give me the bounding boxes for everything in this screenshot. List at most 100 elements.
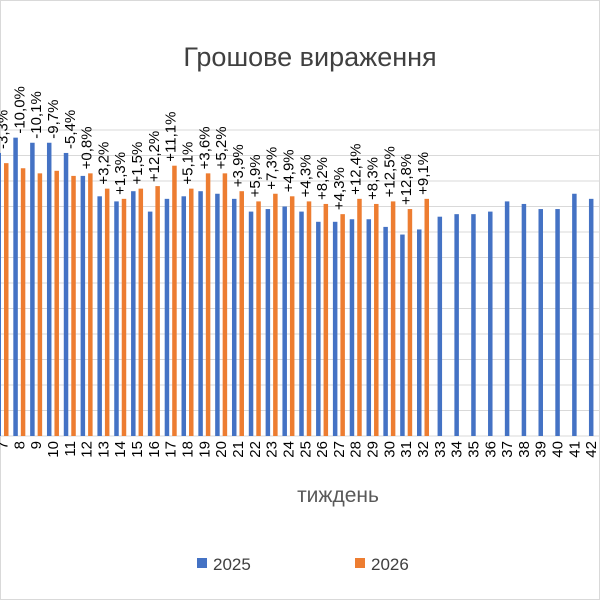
bar-2025-week-41 [572,193,577,436]
bar-2025-week-32 [417,229,422,436]
data-label: +12,8% [398,154,415,205]
data-label: -3,3% [0,110,12,149]
bar-2026-week-18 [189,188,194,436]
bar-2025-week-11 [63,152,69,436]
bar-2025-week-35 [471,214,476,436]
x-tick-label: 12 [79,441,96,458]
bar-2025-week-28 [349,219,355,436]
x-tick-label: 14 [112,441,129,458]
bar-2025-week-31 [400,234,405,436]
x-tick-label: 26 [314,441,331,458]
bar-2026-week-10 [54,170,59,437]
data-label: +4,9% [280,149,297,192]
bar-2025-week-40 [555,209,560,436]
data-label: +8,2% [314,157,331,200]
bar-2025-week-8 [13,137,18,436]
bar-2026-week-17 [172,165,177,436]
x-tick-label: 21 [230,441,247,458]
bar-2026-week-7 [4,163,9,436]
data-label: +12,5% [381,146,398,197]
x-tick-label: 10 [45,441,62,458]
x-tick-label: 29 [365,441,382,458]
data-label: +9,1% [415,152,432,195]
bar-2026-week-19 [205,173,211,436]
bar-2026-week-26 [323,203,329,436]
x-tick-label: 15 [129,441,146,458]
x-tick-label: 33 [432,441,449,458]
bar-2025-week-26 [316,221,321,436]
legend-label-2025: 2025 [213,555,251,574]
x-tick-label: 8 [11,441,28,449]
bar-2026-week-22 [256,201,261,436]
bar-2026-week-28 [357,198,362,436]
x-tick-label: 9 [28,441,45,449]
x-tick-label: 18 [180,441,197,458]
x-tick-label: 37 [499,441,516,458]
bar-2025-week-15 [131,191,136,436]
bar-2026-week-14 [121,198,127,436]
bar-2025-week-14 [114,201,119,436]
legend: 2025 2026 [197,555,409,574]
bar-2026-week-29 [374,203,379,436]
bar-2026-week-16 [155,186,160,436]
x-tick-label: 40 [550,441,567,458]
bar-2025-week-18 [181,196,187,436]
bar-2026-week-21 [239,191,244,436]
x-tick-label: 17 [163,441,180,458]
bar-2026-week-13 [104,188,110,436]
data-label: +1,5% [129,142,146,185]
bar-2025-week-22 [248,211,254,436]
bar-2025-week-24 [282,206,287,436]
bar-2025-week-10 [46,142,52,436]
x-tick-label: 25 [297,441,314,458]
bar-2026-week-23 [273,193,278,436]
x-tick-label: 42 [583,441,600,458]
bar-2026-week-11 [71,175,76,436]
data-label: +3,6% [196,126,213,169]
data-label: +5,1% [180,142,197,185]
data-label: +0,8% [79,126,96,169]
bar-2025-week-42 [588,198,594,436]
x-tick-label: 24 [280,441,297,458]
data-label: +4,3% [297,154,314,197]
bar-2025-week-33 [437,216,443,436]
data-label: -10,0% [11,86,28,134]
data-label: +1,3% [112,152,129,195]
bar-2025-week-37 [504,201,510,436]
x-tick-label: 13 [95,441,112,458]
data-label: +3,9% [230,144,247,187]
x-tick-label: 39 [533,441,550,458]
bar-2025-week-25 [299,211,304,436]
x-axis-label: тиждень [297,484,379,507]
bar-2025-week-27 [332,221,338,436]
x-tick-label: 23 [264,441,281,458]
bar-2026-week-32 [424,198,429,436]
x-tick-label: 30 [381,441,398,458]
bar-2026-week-15 [138,188,144,436]
bar-2026-week-8 [20,168,26,436]
x-tick-label: 27 [331,441,348,458]
bar-2025-week-9 [30,142,35,436]
bar-2025-week-20 [215,193,220,436]
bar-2025-week-29 [366,219,372,436]
x-tick-label: 35 [465,441,482,458]
x-tick-label: 38 [516,441,533,458]
bar-2026-week-24 [289,196,295,436]
x-tick-label: 7 [0,441,12,449]
bar-2026-week-9 [37,173,43,436]
bar-2025-week-13 [97,196,102,436]
data-label: +4,3% [331,167,348,210]
data-labels: -3,3% -10,0% -10,1% -9,7% -5,4% +0,8% +3,2% +1,… [0,86,432,210]
legend-swatch-2025 [197,558,207,568]
bar-2025-week-39 [538,209,543,436]
data-label: +5,2% [213,126,230,169]
data-label: +7,3% [264,147,281,190]
bar-2025-week-30 [383,226,388,436]
data-label: +12,4% [348,144,365,195]
x-tick-labels: 7891011121314151617181920212223242526272… [0,441,600,458]
bar-2025-week-38 [521,203,527,436]
data-label: +12,2% [146,131,163,182]
data-label: +3,2% [95,142,112,185]
bar-2026-week-31 [407,209,413,436]
